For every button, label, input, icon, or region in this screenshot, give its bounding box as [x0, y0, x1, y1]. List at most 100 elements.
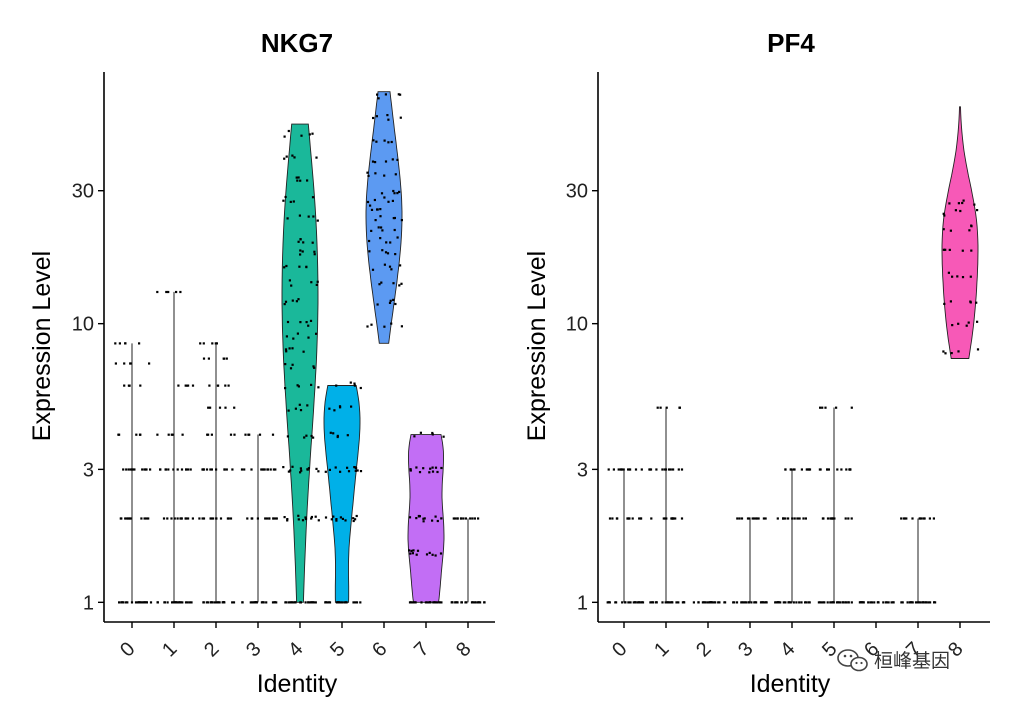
point	[177, 384, 180, 387]
point	[627, 468, 630, 471]
point	[398, 284, 401, 287]
point	[226, 517, 229, 520]
point	[867, 601, 870, 604]
point	[415, 553, 418, 556]
point	[374, 161, 377, 164]
point	[396, 192, 399, 195]
point	[286, 320, 290, 324]
point	[793, 517, 796, 520]
point	[634, 601, 637, 604]
points-nkg7-6	[366, 93, 403, 328]
point	[415, 517, 418, 520]
point	[313, 366, 316, 369]
point	[860, 601, 864, 604]
point	[905, 517, 908, 520]
point	[148, 362, 151, 365]
point	[976, 320, 979, 323]
x-axis-label-nkg7: Identity	[257, 670, 338, 698]
point	[314, 601, 317, 604]
point	[409, 552, 412, 555]
point	[456, 601, 459, 604]
point	[918, 601, 921, 604]
point	[906, 601, 909, 604]
point	[389, 299, 392, 302]
point	[836, 468, 839, 471]
point	[920, 517, 923, 520]
point	[353, 382, 356, 385]
points-pf4-5	[817, 406, 853, 604]
point	[335, 601, 338, 604]
point	[422, 517, 425, 520]
point	[922, 517, 925, 520]
point	[250, 468, 253, 471]
point	[212, 517, 215, 520]
point	[374, 219, 377, 222]
point	[840, 468, 843, 471]
point	[627, 601, 630, 604]
point	[477, 517, 480, 520]
point	[969, 275, 972, 278]
point	[629, 468, 632, 471]
point	[394, 253, 397, 256]
point	[620, 468, 623, 471]
point	[911, 601, 914, 604]
point	[943, 302, 946, 305]
point	[817, 601, 820, 604]
point	[900, 517, 903, 520]
point	[375, 115, 378, 118]
point	[666, 601, 670, 604]
point	[612, 468, 615, 471]
point	[282, 466, 285, 469]
point	[957, 202, 960, 205]
point	[334, 466, 337, 469]
x-tick-label-pf4-1: 1	[650, 638, 673, 661]
point	[890, 601, 893, 604]
point	[384, 251, 388, 254]
point	[233, 433, 236, 436]
point	[301, 519, 305, 522]
point	[380, 192, 384, 195]
point	[292, 337, 295, 340]
point	[420, 601, 423, 604]
point	[231, 601, 234, 604]
point	[833, 517, 836, 520]
point	[701, 601, 704, 604]
point	[207, 433, 210, 436]
point	[796, 517, 799, 520]
point	[359, 470, 363, 473]
point	[791, 517, 794, 520]
point	[284, 195, 287, 199]
point	[275, 517, 278, 520]
point	[949, 300, 952, 303]
violin-nkg7-6	[365, 91, 403, 344]
point	[140, 517, 143, 520]
point	[139, 384, 142, 387]
point	[736, 517, 739, 520]
point	[969, 300, 972, 303]
point	[201, 517, 204, 520]
point	[777, 601, 780, 604]
point	[431, 466, 434, 469]
point	[306, 404, 309, 407]
point	[249, 601, 252, 604]
point	[808, 601, 811, 604]
point	[677, 468, 680, 471]
point	[199, 342, 202, 345]
point	[954, 209, 957, 212]
point	[795, 601, 798, 604]
point	[290, 601, 293, 604]
point	[308, 133, 311, 136]
point	[138, 601, 141, 604]
point	[324, 470, 327, 473]
point	[692, 601, 695, 604]
point	[332, 515, 335, 518]
point	[285, 155, 288, 158]
point	[223, 468, 226, 471]
point	[967, 321, 970, 324]
point	[144, 601, 147, 604]
point	[819, 601, 822, 604]
point	[316, 280, 319, 283]
point	[607, 601, 611, 604]
point	[750, 601, 753, 604]
point	[218, 406, 222, 409]
